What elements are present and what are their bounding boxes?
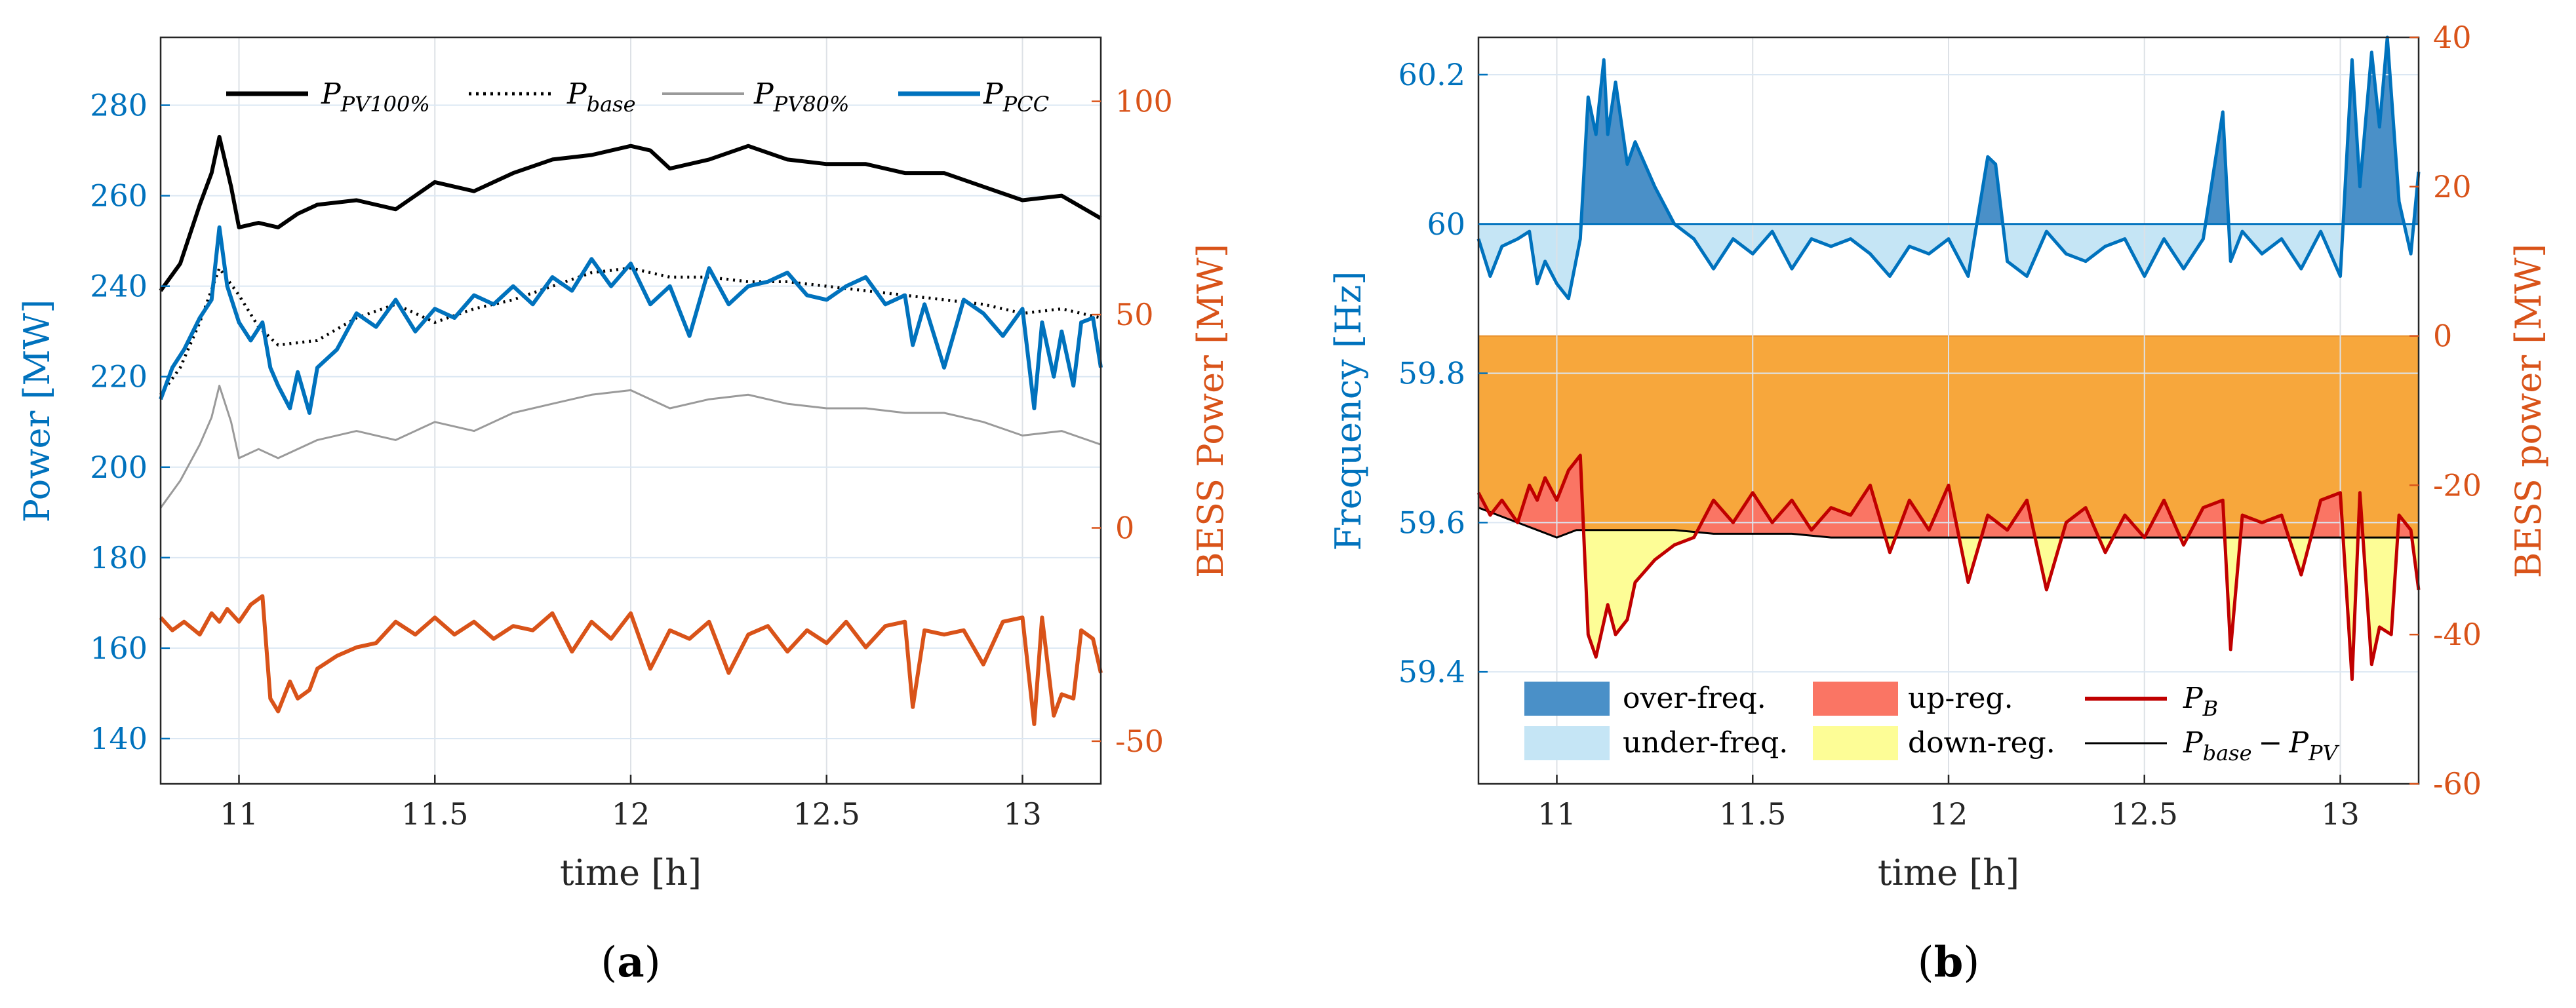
panel-b-xtick-label: 11.5 [1719, 796, 1786, 832]
panel-a-ytick-label-right: 100 [1115, 84, 1173, 119]
panel-a-ytick-label-left: 200 [90, 450, 148, 485]
panel-a-ytick-label-right: -50 [1115, 724, 1164, 759]
series-p-pv80- [159, 385, 1101, 509]
legend-swatch-over-freq [1524, 682, 1610, 716]
panel-b-ytick-label-left: 60.2 [1398, 57, 1465, 92]
panel-a-xtick-label: 13 [1003, 796, 1042, 832]
over-freq-fill [2207, 122, 2229, 224]
legend-label-under-freq: under-freq. [1623, 726, 1788, 760]
panel-b-ylabel-right: BESS power [MW] [2508, 244, 2549, 578]
caption-b: (b) [1918, 938, 1980, 987]
legend-label-over-freq: over-freq. [1623, 682, 1766, 715]
panel-b-ytick-label-right: -40 [2433, 617, 2482, 652]
up-reg-fill [1697, 488, 1886, 538]
panel-b-ytick-label-left: 59.4 [1398, 654, 1465, 689]
panel-b-ytick-label-left: 59.6 [1398, 505, 1465, 540]
down-reg-fill [1960, 537, 1979, 579]
panel-a-ytick-label-right: 50 [1115, 297, 1154, 332]
caption-a: (a) [601, 938, 660, 987]
series-p-pcc [159, 225, 1103, 415]
series-p-b [159, 594, 1103, 726]
panel-a-xtick-label: 11 [220, 796, 258, 832]
panel-b-xtick-label: 11 [1537, 796, 1576, 832]
panel-a-ticks: 11 11.5 12 12.5 13 140 160 180 200 220 240 260 280 -5… [90, 84, 1173, 832]
up-reg-fill [2188, 501, 2224, 538]
panel-a-ytick-label-left: 220 [90, 359, 148, 395]
panel-a-series [159, 134, 1103, 726]
legend-swatch-under-freq [1524, 726, 1610, 760]
legend-swatch-up-reg [1813, 682, 1898, 716]
legend-label-p-b: PB [2183, 682, 2218, 721]
panel-b-xlabel: time [h] [1878, 852, 2019, 893]
legend-label-p-pcc: PPCC [983, 77, 1049, 117]
panel-a-chart: 11 11.5 12 12.5 13 140 160 180 200 220 240 260 280 -5… [16, 36, 1231, 893]
series-p-base [159, 266, 1101, 396]
series-p-b [1476, 454, 2421, 681]
up-reg-fill [1897, 485, 1958, 538]
down-reg-fill [2035, 537, 2062, 587]
panel-b-ytick-label-right: 0 [2433, 319, 2452, 354]
panel-a-xtick-label: 12 [612, 796, 650, 832]
panel-a-xlabel: time [h] [560, 852, 702, 893]
series-p-pv100- [159, 134, 1102, 292]
down-reg-fill [1584, 530, 1695, 657]
legend-label-up-reg: up-reg. [1908, 682, 2013, 715]
under-freq-fill [2005, 223, 2205, 276]
panel-a-xtick-label: 11.5 [401, 796, 468, 832]
panel-a-legend: PPV100% Pbase PPV80% PPCC [226, 77, 1049, 117]
legend-label-p-pv80: PPV80% [753, 77, 849, 117]
under-freq-fill [1478, 223, 1580, 298]
series-p-base-minus-p-pv [1478, 507, 2419, 539]
panel-a-ylabel-left: Power [MW] [16, 300, 58, 523]
up-reg-fill [1492, 456, 1582, 537]
panel-a-gridlines [161, 37, 1101, 784]
down-reg-fill [2289, 537, 2311, 575]
up-reg-fill [2115, 501, 2179, 538]
legend-swatch-down-reg [1813, 726, 1898, 760]
panel-b-chart: 11 11.5 12 12.5 13 59.4 59.6 59.8 60 60.2 -60 -40 -2… [1328, 20, 2549, 893]
panel-a-ytick-label-left: 180 [90, 540, 148, 575]
panel-b-ytick-label-right: -60 [2433, 766, 2482, 802]
legend-label-p-base: Pbase [566, 77, 636, 117]
panel-b-ytick-label-right: 40 [2433, 20, 2472, 55]
panel-a-ylabel-right: BESS Power [MW] [1190, 244, 1231, 578]
legend-label-p-pv100: PPV100% [321, 77, 430, 117]
under-freq-fill [1676, 223, 1975, 277]
panel-b-ylabel-left: Frequency [Hz] [1328, 271, 1369, 551]
panel-a-ytick-label-left: 240 [90, 269, 148, 304]
panel-a-ytick-label-left: 260 [90, 178, 148, 214]
legend-label-p-base-minus-p-pv: Pbase − PPV [2183, 726, 2340, 766]
panel-b-xtick-label: 13 [2321, 796, 2360, 832]
panel-b-ticks: 11 11.5 12 12.5 13 59.4 59.6 59.8 60 60.2 -60 -40 -2… [1398, 20, 2482, 832]
panel-b-series [1476, 35, 2421, 681]
series-frequency [1476, 35, 2421, 301]
panel-b-ytick-label-right: 20 [2433, 169, 2472, 204]
panel-b-xtick-label: 12 [1930, 796, 1968, 832]
panel-b-ytick-label-right: -20 [2433, 467, 2482, 503]
panel-a-ytick-label-right: 0 [1115, 510, 1134, 545]
panel-a-ytick-label-left: 160 [90, 630, 148, 666]
under-freq-fill [2230, 223, 2341, 273]
panel-b-ytick-label-left: 60 [1427, 206, 1465, 242]
panel-b-ytick-label-left: 59.8 [1398, 356, 1465, 391]
panel-a-xtick-label: 12.5 [793, 796, 860, 832]
panel-a-ytick-label-left: 280 [90, 88, 148, 123]
panel-b-legend: over-freq. up-reg. PB under-freq. down-r… [1524, 682, 2340, 766]
panel-b-xtick-label: 12.5 [2111, 796, 2178, 832]
panel-a-ytick-label-left: 140 [90, 721, 148, 756]
legend-label-down-reg: down-reg. [1908, 726, 2055, 760]
